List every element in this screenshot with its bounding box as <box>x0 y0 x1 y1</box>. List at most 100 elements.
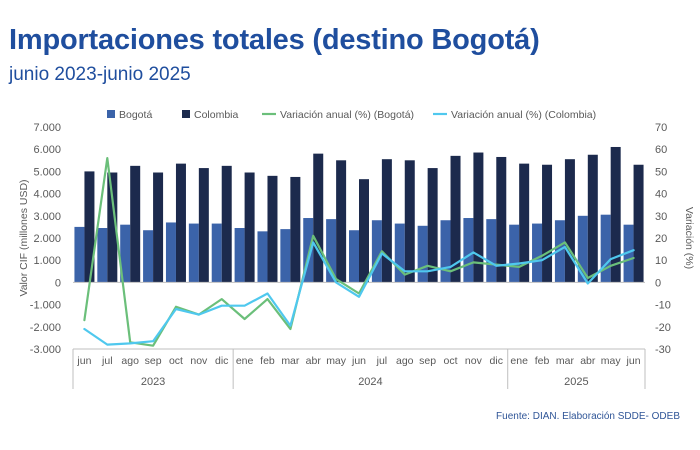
x-tick-label: ago <box>121 355 139 367</box>
source-note: Fuente: DIAN. Elaboración SDDE- ODEB <box>496 411 680 422</box>
x-tick-label: abr <box>306 355 322 367</box>
y-left-tick-label: 7.000 <box>33 122 61 134</box>
chart-title: Importaciones totales (destino Bogotá) <box>9 24 540 56</box>
bar-bogota-15 <box>417 225 428 283</box>
y-right-tick-label: 60 <box>655 144 667 156</box>
bar-colombia-10 <box>313 153 324 283</box>
bar-bogota-4 <box>165 222 176 283</box>
y-right-tick-label: 10 <box>655 255 667 267</box>
bar-colombia-3 <box>153 172 164 283</box>
y-left-tick-label: -1.000 <box>30 300 61 312</box>
y-right-tick-label: -20 <box>655 322 671 334</box>
bar-bogota-13 <box>371 220 382 283</box>
bar-colombia-7 <box>244 172 255 283</box>
bar-bogota-18 <box>486 219 497 283</box>
legend-variacion-colombia-label: Variación anual (%) (Colombia) <box>451 109 596 121</box>
x-tick-label: may <box>601 355 622 367</box>
x-tick-label: ene <box>236 355 254 367</box>
x-tick-label: jul <box>376 355 388 367</box>
x-tick-label: dic <box>215 355 228 367</box>
y-right-tick-label: 0 <box>655 277 661 289</box>
bar-colombia-14 <box>404 160 415 283</box>
x-tick-label: jul <box>101 355 113 367</box>
bar-bogota-17 <box>463 218 474 283</box>
year-label: 2023 <box>141 376 165 388</box>
bar-bogota-16 <box>440 220 451 283</box>
legend-variacion-bogota-label: Variación anual (%) (Bogotá) <box>280 109 414 121</box>
bar-bogota-23 <box>600 214 611 283</box>
bar-bogota-19 <box>509 224 520 283</box>
bar-colombia-22 <box>587 154 598 283</box>
line-variacion-bogota <box>83 157 635 347</box>
bar-bogota-2 <box>120 224 131 283</box>
x-tick-label: dic <box>490 355 503 367</box>
bar-colombia-23 <box>610 146 621 283</box>
x-tick-label: sep <box>145 355 162 367</box>
x-tick-label: oct <box>444 355 458 367</box>
bar-colombia-2 <box>130 165 141 283</box>
year-label: 2025 <box>564 376 588 388</box>
x-tick-label: jun <box>76 355 91 367</box>
bar-bogota-12 <box>349 230 359 283</box>
bar-bogota-20 <box>532 223 543 283</box>
x-tick-label: ago <box>396 355 414 367</box>
x-tick-label: ene <box>510 355 528 367</box>
bar-colombia-13 <box>381 159 392 283</box>
bar-colombia-8 <box>267 175 278 283</box>
x-tick-label: jun <box>351 355 366 367</box>
y-left-tick-label: -2.000 <box>30 322 61 334</box>
x-tick-label: oct <box>169 355 183 367</box>
bar-bogota-6 <box>211 223 222 283</box>
bar-colombia-12 <box>359 179 369 283</box>
x-tick-label: nov <box>190 355 208 367</box>
line-layer <box>83 157 635 347</box>
bar-bogota-14 <box>394 223 405 283</box>
x-tick-label: feb <box>260 355 275 367</box>
bar-bogota-24 <box>623 224 634 283</box>
bar-bogota-0 <box>74 226 85 283</box>
bar-bogota-11 <box>326 219 337 283</box>
y-right-tick-label: 70 <box>655 122 667 134</box>
bar-colombia-17 <box>473 152 484 283</box>
x-tick-label: sep <box>419 355 436 367</box>
x-tick-label: abr <box>580 355 596 367</box>
bar-colombia-24 <box>633 164 644 283</box>
bar-colombia-0 <box>84 171 95 283</box>
y-left-tick-label: 1.000 <box>33 255 61 267</box>
y-right-tick-label: 40 <box>655 189 667 201</box>
y-left-tick-label: 3.000 <box>33 211 61 223</box>
legend-bogota-swatch <box>107 110 115 118</box>
y-right-tick-label: 50 <box>655 166 667 178</box>
y-right-tick-label: 30 <box>655 211 667 223</box>
bar-colombia-15 <box>427 168 438 283</box>
bar-bogota-9 <box>280 229 291 283</box>
legend-colombia-swatch <box>182 110 190 118</box>
legend-colombia-label: Colombia <box>194 109 239 121</box>
y-left-tick-label: -3.000 <box>30 344 61 356</box>
bar-bogota-5 <box>188 223 199 283</box>
chart-legend: Bogotá Colombia Variación anual (%) (Bogot… <box>107 109 596 121</box>
bar-colombia-1 <box>107 172 118 283</box>
bar-bogota-7 <box>234 228 245 283</box>
bar-bogota-8 <box>257 231 268 283</box>
y-right-tick-label: -10 <box>655 300 671 312</box>
y-left-axis-title: Valor CIF (millones USD) <box>18 179 30 296</box>
chart-subtitle: junio 2023-junio 2025 <box>9 64 191 85</box>
bar-bogota-1 <box>97 228 108 283</box>
y-right-tick-label: 20 <box>655 233 667 245</box>
y-left-tick-label: 5.000 <box>33 166 61 178</box>
bar-colombia-21 <box>564 159 575 283</box>
bar-colombia-4 <box>175 163 186 283</box>
bar-colombia-11 <box>336 160 347 283</box>
x-tick-label: mar <box>281 355 300 367</box>
x-tick-label: feb <box>535 355 550 367</box>
bar-colombia-19 <box>519 163 530 283</box>
bar-bogota-21 <box>554 220 565 283</box>
bar-colombia-16 <box>450 155 461 283</box>
bar-bogota-3 <box>143 230 154 283</box>
y-right-tick-label: -30 <box>655 344 671 356</box>
bar-colombia-5 <box>198 168 209 283</box>
x-tick-label: mar <box>556 355 575 367</box>
line-variacion-colombia <box>83 241 635 346</box>
